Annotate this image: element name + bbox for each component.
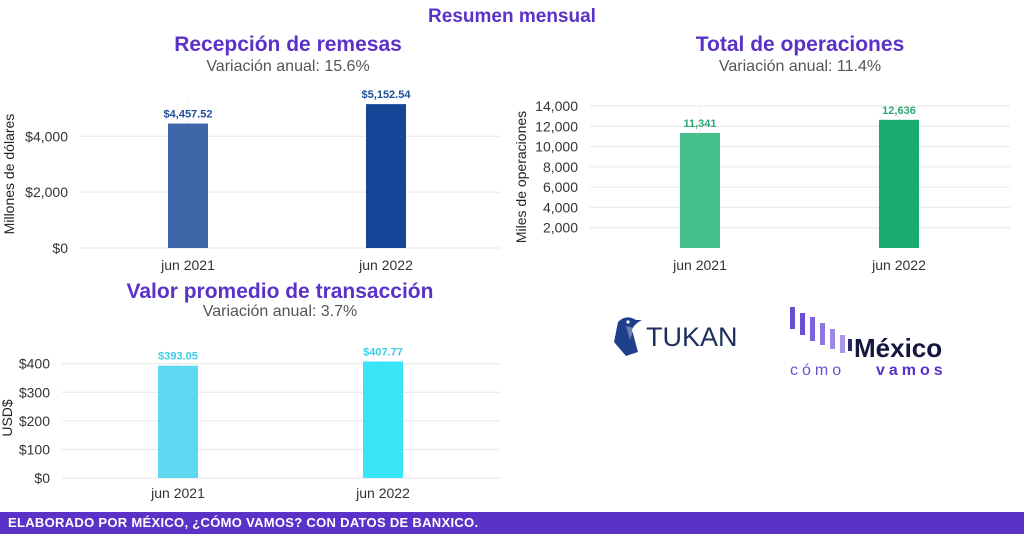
page-title: Resumen mensual bbox=[428, 6, 596, 27]
vamos-logo-text: vamos bbox=[876, 362, 947, 377]
x-tick-label: jun 2021 bbox=[160, 257, 215, 273]
y-axis-label: Miles de operaciones bbox=[513, 111, 529, 243]
y-axis-label: USD$ bbox=[0, 399, 15, 437]
tukan-logo-text: TUKAN bbox=[646, 322, 738, 352]
y-tick-label: 2,000 bbox=[543, 220, 578, 236]
chart-title-valor: Valor promedio de transacción bbox=[126, 280, 434, 303]
data-label: 11,341 bbox=[683, 118, 716, 130]
y-tick-label: 8,000 bbox=[543, 159, 578, 175]
data-label: $4,457.52 bbox=[164, 109, 213, 121]
footer-credit: ELABORADO POR MÉXICO, ¿CÓMO VAMOS? CON D… bbox=[0, 512, 1024, 534]
y-tick-label: 10,000 bbox=[535, 139, 578, 155]
x-tick-label: jun 2022 bbox=[871, 257, 926, 273]
y-tick-label: $2,000 bbox=[25, 184, 68, 200]
y-tick-label: 4,000 bbox=[543, 199, 578, 215]
data-label: $393.05 bbox=[158, 351, 198, 363]
bar bbox=[879, 119, 919, 248]
mexico-como-vamos-logo: México cómo vamos bbox=[790, 307, 947, 377]
chart-subtitle-remesas: Variación anual: 15.6% bbox=[206, 58, 370, 75]
y-tick-label: $300 bbox=[19, 384, 50, 400]
bar bbox=[158, 365, 198, 478]
x-tick-label: jun 2021 bbox=[672, 257, 727, 273]
x-tick-label: jun 2021 bbox=[150, 485, 205, 501]
y-tick-label: $0 bbox=[34, 470, 50, 486]
chart-subtitle-operaciones: Variación anual: 11.4% bbox=[718, 58, 882, 75]
x-tick-label: jun 2022 bbox=[358, 257, 413, 273]
y-tick-label: 14,000 bbox=[535, 98, 578, 114]
y-tick-label: 12,000 bbox=[535, 118, 578, 134]
bar bbox=[363, 361, 403, 478]
y-tick-label: $4,000 bbox=[25, 128, 68, 144]
y-axis-label: Millones de dólares bbox=[1, 114, 17, 235]
tukan-logo: TUKAN bbox=[614, 317, 738, 356]
bar bbox=[366, 104, 406, 248]
y-tick-label: $400 bbox=[19, 356, 50, 372]
bar bbox=[680, 132, 720, 248]
chart-title-remesas: Recepción de remesas bbox=[174, 33, 402, 56]
chart-title-operaciones: Total de operaciones bbox=[695, 33, 905, 56]
y-tick-label: $200 bbox=[19, 413, 50, 429]
chart-subtitle-valor: Variación anual: 3.7% bbox=[202, 303, 358, 320]
data-label: 12,636 bbox=[882, 105, 916, 117]
como-logo-text: cómo bbox=[790, 362, 845, 377]
data-label: $5,152.54 bbox=[362, 89, 412, 101]
bar bbox=[168, 123, 208, 248]
y-tick-label: 6,000 bbox=[543, 179, 578, 195]
mexico-logo-text: México bbox=[854, 333, 942, 363]
y-tick-label: $0 bbox=[52, 240, 68, 256]
x-tick-label: jun 2022 bbox=[355, 485, 410, 501]
data-label: $407.77 bbox=[363, 346, 403, 358]
y-tick-label: $100 bbox=[19, 441, 50, 457]
